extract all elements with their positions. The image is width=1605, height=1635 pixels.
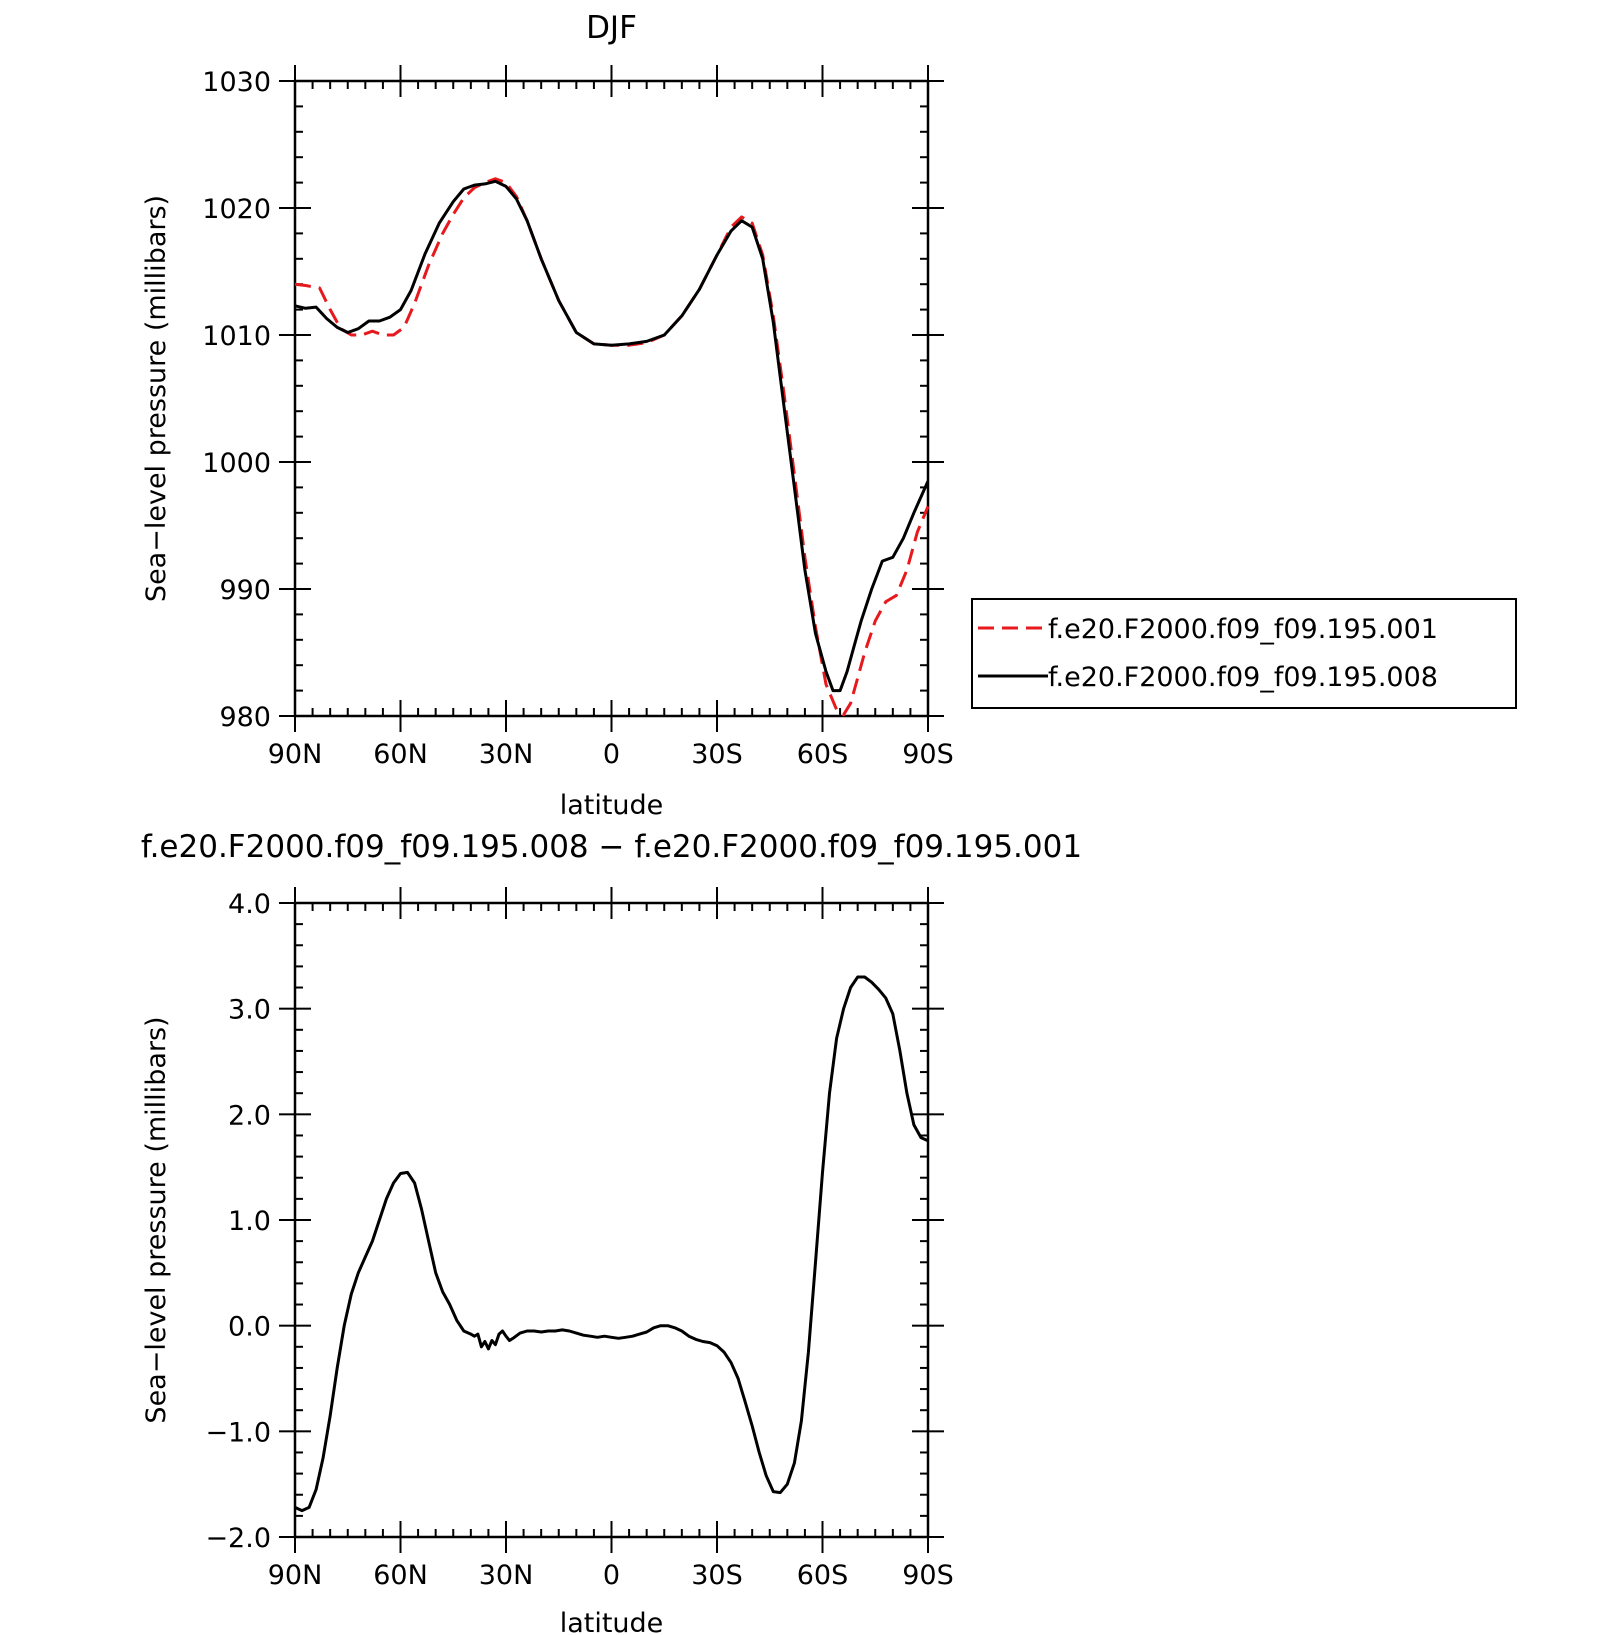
chart-title: DJF	[586, 10, 637, 46]
y-tick-label: 1.0	[228, 1206, 271, 1237]
x-tick-label: 30S	[691, 1560, 743, 1591]
y-axis-label: Sea−level pressure (millibars)	[141, 1016, 172, 1423]
chart-title: f.e20.F2000.f09_f09.195.008 − f.e20.F200…	[141, 829, 1082, 865]
x-tick-label: 60N	[373, 739, 428, 770]
legend-entry: f.e20.F2000.f09_f09.195.001	[1048, 614, 1438, 645]
y-tick-label: 3.0	[228, 995, 271, 1026]
series-line-solid	[294, 975, 929, 1513]
y-tick-label: −2.0	[205, 1523, 271, 1554]
top-panel: 90N 60N 30N 0 30S 60S 90S 980 990 1000 1010 1020 103…	[141, 10, 954, 821]
y-tick-label: 990	[219, 575, 271, 606]
plot-frame	[293, 901, 930, 1539]
legend-entry: f.e20.F2000.f09_f09.195.008	[1048, 662, 1438, 693]
x-tick-label: 90N	[268, 1560, 323, 1591]
y-tick-label: −1.0	[205, 1417, 271, 1448]
x-tick-label: 60S	[797, 1560, 849, 1591]
y-axis-label: Sea−level pressure (millibars)	[141, 195, 172, 602]
bottom-panel: 90N 60N 30N 0 30S 60S 90S −2.0 −1.0 0.0 1.0 2.0 3.0 4…	[141, 829, 1082, 1635]
legend-box	[971, 598, 1517, 709]
y-tick-label: 0.0	[228, 1312, 271, 1343]
legend: f.e20.F2000.f09_f09.195.001 f.e20.F2000.f…	[971, 598, 1517, 709]
y-tick-label: 1000	[202, 448, 271, 479]
y-tick-label: 1020	[202, 194, 271, 225]
x-tick-label: 30S	[691, 739, 743, 770]
x-axis-label: latitude	[560, 1608, 664, 1635]
y-tick-label: 1030	[202, 67, 271, 98]
x-tick-label: 60S	[797, 739, 849, 770]
y-tick-label: 4.0	[228, 889, 271, 920]
x-tick-label: 30N	[479, 1560, 534, 1591]
series-line-solid	[294, 179, 930, 693]
x-tick-label: 30N	[479, 739, 534, 770]
series-line-dashed	[294, 177, 930, 717]
x-axis-label: latitude	[560, 790, 664, 821]
plot-frame	[293, 79, 930, 718]
y-tick-label: 980	[219, 702, 271, 733]
x-tick-label: 90S	[902, 1560, 954, 1591]
y-tick-label: 1010	[202, 321, 271, 352]
y-tick-label: 2.0	[228, 1100, 271, 1131]
x-tick-label: 0	[603, 1560, 620, 1591]
x-tick-label: 60N	[373, 1560, 428, 1591]
x-tick-label: 0	[603, 739, 620, 770]
x-tick-label: 90S	[902, 739, 954, 770]
x-tick-label: 90N	[268, 739, 323, 770]
